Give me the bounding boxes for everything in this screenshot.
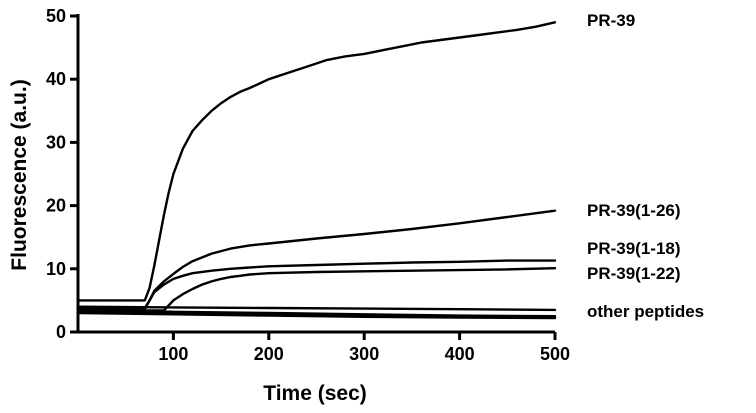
y-tick-label: 40 xyxy=(46,69,66,89)
y-tick-label: 0 xyxy=(56,322,66,342)
series-label-pr-39-1-22: PR-39(1-22) xyxy=(587,264,681,283)
series-line-baseline-5 xyxy=(76,308,557,318)
y-tick-label: 30 xyxy=(46,132,66,152)
series-line-pr-39-1-18 xyxy=(76,259,557,311)
x-tick-label: 300 xyxy=(349,344,379,364)
y-axis-title: Fluorescence (a.u.) xyxy=(8,79,31,270)
x-tick-label: 400 xyxy=(445,344,475,364)
x-tick-label: 100 xyxy=(158,344,188,364)
series-label-pr-39: PR-39 xyxy=(587,11,635,30)
series-label-pr-39-1-26: PR-39(1-26) xyxy=(587,201,681,220)
y-tick-label: 10 xyxy=(46,259,66,279)
series-label-other-peptides: other peptides xyxy=(587,302,704,321)
series-label-pr-39-1-18: PR-39(1-18) xyxy=(587,239,681,258)
x-tick-label: 500 xyxy=(540,344,570,364)
x-tick-label: 200 xyxy=(254,344,284,364)
series-line-baseline-7 xyxy=(76,311,557,320)
x-axis-title: Time (sec) xyxy=(263,382,367,405)
axes-layer: 0 10 20 30 40 50 100 200 300 400 500 xyxy=(46,6,570,364)
series-layer xyxy=(76,21,557,320)
series-line-pr-39 xyxy=(76,21,557,302)
y-tick-label: 50 xyxy=(46,6,66,26)
series-line-pr-39-1-26 xyxy=(76,209,557,310)
series-line-pr-39-1-22 xyxy=(76,267,557,312)
y-tick-label: 20 xyxy=(46,196,66,216)
series-line-other-peptides xyxy=(76,305,557,312)
labels-layer: PR-39 PR-39(1-26) PR-39(1-18) PR-39(1-22) ot… xyxy=(587,11,704,321)
